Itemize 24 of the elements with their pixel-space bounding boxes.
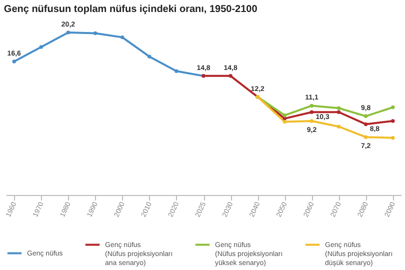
point (310, 119, 314, 123)
point (174, 69, 178, 73)
point (336, 124, 341, 128)
point (336, 110, 341, 114)
point (391, 119, 395, 123)
chart-title: Genç nüfusun toplam nüfus içindeki oranı, 1950-2100 (4, 4, 258, 15)
point (12, 60, 16, 64)
point (148, 54, 152, 58)
point (39, 45, 44, 49)
point (310, 110, 314, 114)
point (391, 105, 395, 110)
point (391, 136, 395, 140)
point (336, 106, 341, 110)
point (364, 114, 368, 118)
point (120, 35, 124, 40)
point (282, 113, 287, 118)
point (93, 31, 98, 36)
point (282, 116, 287, 120)
point (66, 30, 70, 34)
point (364, 122, 368, 126)
point (228, 74, 232, 78)
point (282, 120, 287, 124)
point (310, 104, 314, 108)
point (364, 135, 368, 139)
